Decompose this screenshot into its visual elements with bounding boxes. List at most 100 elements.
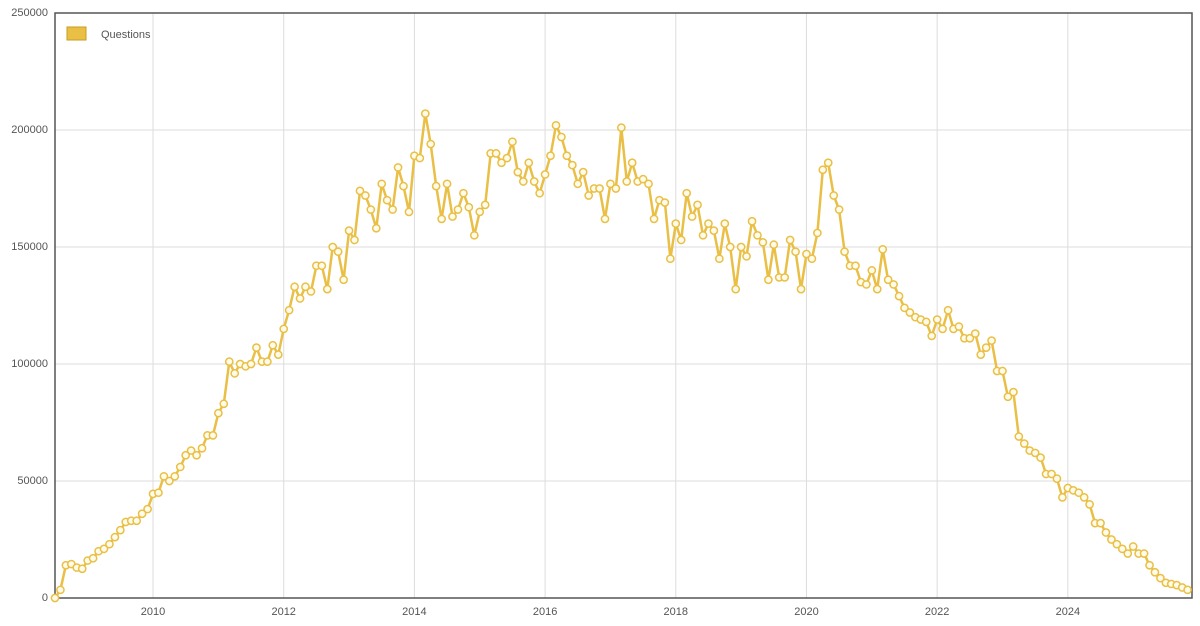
point-marker xyxy=(159,471,169,481)
point-marker xyxy=(1112,539,1122,549)
point-marker xyxy=(132,516,142,526)
point-marker xyxy=(954,322,964,331)
point-marker xyxy=(595,184,604,193)
point-marker xyxy=(170,471,180,481)
point-marker xyxy=(415,153,425,163)
point-marker xyxy=(715,254,724,264)
point-marker xyxy=(295,294,305,303)
point-marker xyxy=(682,188,692,198)
point-marker xyxy=(219,399,229,409)
point-marker xyxy=(192,450,201,460)
point-marker xyxy=(725,242,735,252)
plot-border xyxy=(54,12,1193,599)
point-marker xyxy=(497,158,506,168)
point-marker xyxy=(290,282,299,292)
x-tick-label: 2020 xyxy=(794,606,818,618)
point-marker xyxy=(377,179,387,189)
point-marker xyxy=(862,280,871,289)
point-marker xyxy=(333,247,343,257)
point-marker xyxy=(780,273,790,282)
point-marker xyxy=(671,219,681,228)
x-tick-label: 2022 xyxy=(925,606,949,618)
point-marker xyxy=(1003,392,1013,402)
point-marker xyxy=(709,226,719,235)
point-marker xyxy=(1079,493,1089,502)
point-marker xyxy=(785,235,795,245)
point-marker xyxy=(600,214,610,224)
point-marker xyxy=(676,235,686,245)
point-marker xyxy=(627,158,637,168)
point-marker xyxy=(1145,560,1154,570)
point-marker xyxy=(214,408,223,418)
point-marker xyxy=(998,366,1007,376)
point-marker xyxy=(388,205,397,214)
point-marker xyxy=(475,207,485,217)
y-tick-label: 150000 xyxy=(11,241,48,253)
point-marker xyxy=(976,350,986,359)
point-marker xyxy=(110,532,120,542)
point-marker xyxy=(88,553,98,563)
point-marker xyxy=(578,167,588,177)
point-marker xyxy=(77,564,87,574)
point-marker xyxy=(1183,585,1192,595)
point-marker xyxy=(1150,567,1160,577)
point-marker xyxy=(829,191,839,200)
y-tick-label: 0 xyxy=(42,592,48,604)
point-marker xyxy=(606,179,615,189)
point-marker xyxy=(1107,535,1116,544)
point-marker xyxy=(769,240,779,250)
point-marker xyxy=(1052,474,1062,484)
legend-label: Questions xyxy=(101,29,151,41)
point-marker xyxy=(687,212,697,221)
point-marker xyxy=(105,539,114,549)
point-marker xyxy=(1058,493,1067,502)
point-marker xyxy=(431,181,441,191)
point-marker xyxy=(181,450,191,460)
point-marker xyxy=(894,291,904,301)
point-marker xyxy=(813,228,822,238)
point-marker xyxy=(720,219,730,228)
point-marker xyxy=(965,333,975,343)
point-marker xyxy=(279,324,289,334)
point-marker xyxy=(518,177,528,186)
point-marker xyxy=(823,158,833,168)
point-marker xyxy=(399,181,408,191)
point-marker xyxy=(883,275,893,285)
point-marker xyxy=(987,336,996,345)
y-tick-label: 50000 xyxy=(17,475,48,487)
point-marker xyxy=(306,287,316,296)
point-marker xyxy=(540,170,550,179)
point-marker xyxy=(562,151,572,161)
point-marker xyxy=(878,244,888,254)
point-marker xyxy=(818,165,828,175)
point-marker xyxy=(317,261,327,271)
point-marker xyxy=(851,261,860,271)
point-marker xyxy=(644,179,653,189)
point-marker xyxy=(50,593,60,603)
point-marker xyxy=(137,509,147,519)
point-marker xyxy=(796,284,806,294)
point-marker xyxy=(535,188,545,198)
point-marker xyxy=(301,282,310,292)
point-marker xyxy=(758,237,768,247)
y-tick-label: 100000 xyxy=(11,358,48,370)
point-marker xyxy=(834,205,844,214)
x-tick-label: 2024 xyxy=(1056,606,1080,618)
point-marker xyxy=(1123,549,1133,558)
point-marker xyxy=(567,160,577,170)
point-marker xyxy=(943,305,953,315)
point-marker xyxy=(524,158,534,168)
y-tick-label: 200000 xyxy=(11,124,48,136)
point-marker xyxy=(480,200,490,210)
point-marker xyxy=(197,443,207,453)
x-tick-label: 2016 xyxy=(533,606,557,618)
point-marker xyxy=(938,324,947,334)
point-marker xyxy=(459,188,468,198)
point-marker xyxy=(927,331,937,341)
point-marker xyxy=(322,284,332,294)
point-marker xyxy=(1019,439,1029,448)
point-marker xyxy=(355,186,365,196)
point-marker xyxy=(437,214,446,224)
point-marker xyxy=(339,275,348,285)
